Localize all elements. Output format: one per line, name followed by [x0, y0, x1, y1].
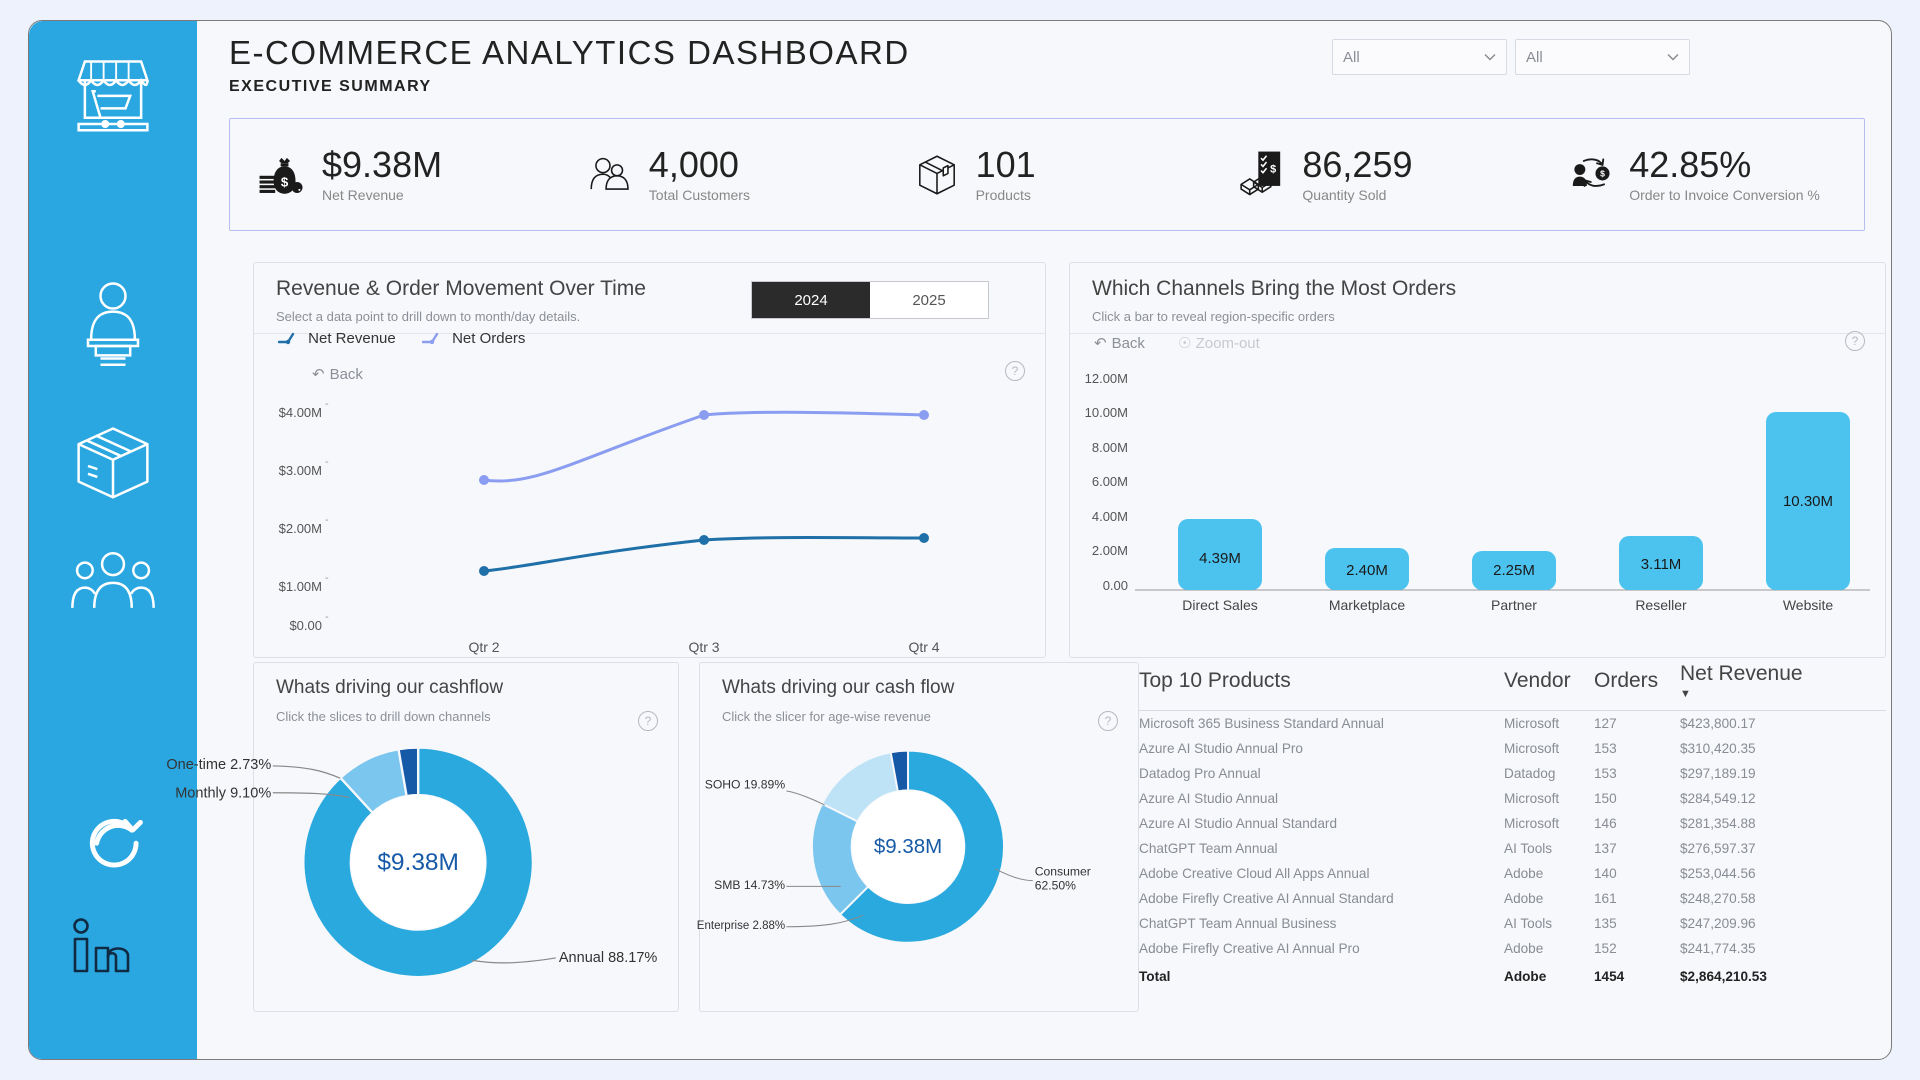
svg-text:Direct Sales: Direct Sales	[1182, 597, 1257, 613]
svg-text:-: -	[325, 456, 329, 468]
svg-text:12.00M: 12.00M	[1085, 371, 1128, 386]
svg-text:8.00M: 8.00M	[1092, 440, 1128, 455]
svg-text:Qtr 3: Qtr 3	[688, 639, 719, 655]
svg-text:10.00M: 10.00M	[1085, 405, 1128, 420]
svg-text:$9.38M: $9.38M	[377, 849, 459, 876]
svg-text:Marketplace: Marketplace	[1329, 597, 1405, 613]
svg-text:$4.00M: $4.00M	[279, 405, 322, 420]
svg-text:2.25M: 2.25M	[1493, 562, 1535, 579]
svg-text:SOHO 19.89%: SOHO 19.89%	[705, 777, 786, 791]
svg-text:62.50%: 62.50%	[1035, 879, 1076, 893]
svg-text:$0.00: $0.00	[289, 618, 322, 633]
svg-text:2.00M: 2.00M	[1092, 543, 1128, 558]
svg-text:Website: Website	[1783, 597, 1834, 613]
svg-text:Reseller: Reseller	[1635, 597, 1687, 613]
svg-text:$: $	[281, 174, 289, 189]
svg-text:$: $	[1271, 163, 1277, 175]
svg-text:2.40M: 2.40M	[1346, 562, 1388, 579]
svg-text:Qtr 2: Qtr 2	[468, 639, 499, 655]
svg-text:$1.00M: $1.00M	[279, 579, 322, 594]
svg-text:$2.00M: $2.00M	[279, 521, 322, 536]
svg-text:$: $	[1600, 168, 1605, 178]
svg-text:4.00M: 4.00M	[1092, 509, 1128, 524]
svg-text:$9.38M: $9.38M	[874, 835, 942, 858]
svg-text:3.11M: 3.11M	[1641, 556, 1682, 573]
svg-text:Partner: Partner	[1491, 597, 1537, 613]
svg-text:-: -	[325, 572, 329, 584]
svg-text:Annual 88.17%: Annual 88.17%	[559, 950, 658, 966]
svg-text:4.39M: 4.39M	[1199, 550, 1241, 567]
svg-text:One-time 2.73%: One-time 2.73%	[166, 757, 271, 773]
svg-text:-: -	[325, 514, 329, 526]
svg-text:Enterprise 2.88%: Enterprise 2.88%	[697, 920, 785, 932]
svg-text:SMB 14.73%: SMB 14.73%	[714, 878, 785, 892]
svg-text:10.30M: 10.30M	[1783, 493, 1833, 510]
svg-text:6.00M: 6.00M	[1092, 474, 1128, 489]
svg-text:0.00: 0.00	[1103, 578, 1128, 593]
svg-text:Qtr 4: Qtr 4	[908, 639, 939, 655]
svg-text:-: -	[325, 611, 329, 623]
svg-text:$3.00M: $3.00M	[279, 463, 322, 478]
svg-text:-: -	[325, 398, 329, 410]
svg-text:Consumer: Consumer	[1035, 865, 1091, 879]
svg-text:Monthly 9.10%: Monthly 9.10%	[175, 785, 271, 801]
